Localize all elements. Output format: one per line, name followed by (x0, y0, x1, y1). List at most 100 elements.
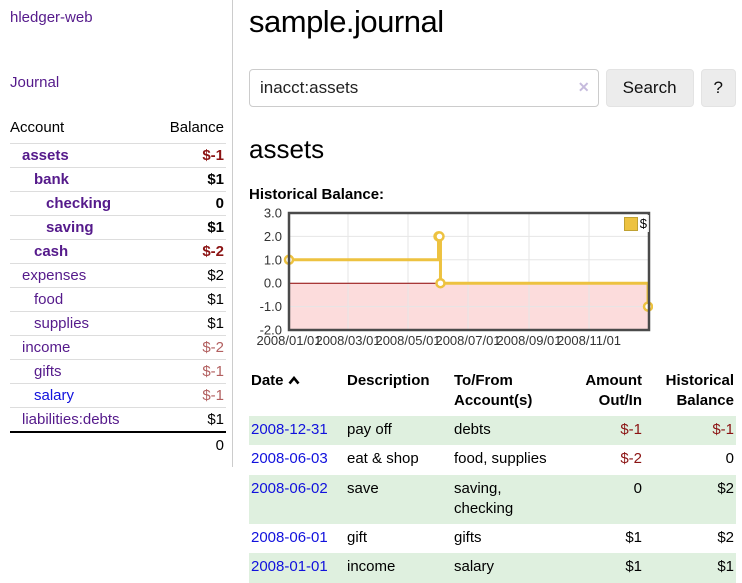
svg-text:2008/11/01: 2008/11/01 (557, 333, 621, 348)
transaction-row: 2008-12-31 pay off debts $-1 $-1 (249, 416, 736, 446)
txn-accounts: debts (454, 421, 491, 438)
accounts-header-balance: Balance (169, 119, 224, 136)
brand-link[interactable]: hledger-web (10, 9, 93, 26)
account-row: cash $-2 (10, 239, 226, 264)
sidebar: hledger-web Journal Account Balance asse… (0, 0, 233, 467)
txn-accounts: salary (454, 558, 495, 576)
account-link-liabilities-debts[interactable]: liabilities:debts (22, 411, 120, 428)
svg-text:1.0: 1.0 (264, 252, 282, 267)
txn-balance: $2 (717, 479, 734, 497)
svg-text:2008/01/01: 2008/01/01 (256, 333, 321, 348)
accounts-total-row: 0 (10, 431, 226, 457)
svg-text:2008/03/01: 2008/03/01 (315, 333, 380, 348)
txn-date-link[interactable]: 2008-06-01 (251, 529, 328, 546)
txn-amount: $1 (625, 529, 642, 546)
txn-accounts: food, supplies (454, 450, 547, 468)
main-content: sample.journal ✕ Search ? assets Histori… (249, 0, 736, 583)
txn-amount: $1 (625, 558, 642, 576)
account-row: income $-2 (10, 335, 226, 360)
txn-balance: $2 (717, 529, 734, 546)
account-row: checking 0 (10, 191, 226, 216)
accounts-total-spacer (10, 431, 153, 457)
historical-balance-chart: 3.0 2.0 1.0 0.0 -1.0 -2.0 2008/01/01 2008/03/01… (249, 206, 654, 355)
txn-description: gift (347, 529, 368, 546)
account-balance: $1 (207, 291, 224, 308)
account-row: expenses $2 (10, 263, 226, 288)
account-balance: $2 (207, 267, 224, 284)
account-row: gifts $-1 (10, 359, 226, 384)
svg-text:2008/07/01: 2008/07/01 (435, 333, 500, 348)
account-balance: $1 (207, 315, 224, 332)
account-balance: $1 (207, 171, 224, 188)
sidebar-item-journal[interactable]: Journal (10, 74, 60, 91)
account-link-food[interactable]: food (34, 291, 64, 308)
svg-text:-1.0: -1.0 (260, 299, 282, 314)
svg-text:2008/05/01: 2008/05/01 (375, 333, 440, 348)
legend-swatch-icon (623, 216, 638, 231)
txn-date-link[interactable]: 2008-06-02 (251, 479, 328, 497)
legend-label: $ (639, 216, 647, 231)
account-balance: $-2 (202, 339, 224, 356)
account-row: saving $1 (10, 215, 226, 240)
txn-amount: 0 (633, 479, 642, 497)
help-button[interactable]: ? (700, 69, 736, 107)
account-row: assets $-1 (10, 143, 226, 168)
account-row: supplies $1 (10, 311, 226, 336)
txn-date-link[interactable]: 2008-01-01 (251, 558, 328, 576)
accounts-header-row: Account Balance (10, 115, 226, 144)
txn-balance: $1 (717, 558, 734, 576)
column-header-description: Description (347, 372, 430, 389)
search-button[interactable]: Search (605, 69, 694, 107)
svg-text:2008/09/01: 2008/09/01 (496, 333, 561, 348)
page-title: sample.journal (249, 4, 444, 39)
txn-balance: 0 (725, 450, 734, 468)
txn-amount: $-2 (620, 450, 642, 468)
transaction-row: 2008-06-02 save saving, checking 0 $2 (249, 474, 736, 524)
search-input[interactable] (249, 69, 599, 107)
txn-description: eat & shop (347, 450, 419, 468)
account-balance: $1 (207, 411, 224, 428)
search-box: ✕ (249, 69, 599, 107)
account-link-income[interactable]: income (22, 339, 71, 356)
column-header-accounts: To/From Account(s) (454, 372, 533, 409)
sidebar-nav: Journal (10, 74, 226, 92)
txn-date-link[interactable]: 2008-06-03 (251, 450, 328, 468)
account-link-checking[interactable]: checking (46, 195, 112, 212)
accounts-table: Account Balance assets $-1 bank $1 check… (10, 115, 226, 457)
svg-text:-2.0: -2.0 (260, 323, 282, 338)
clear-search-icon[interactable]: ✕ (577, 79, 590, 95)
search-form: ✕ Search ? (249, 69, 736, 107)
svg-text:0.0: 0.0 (264, 276, 282, 291)
account-balance: 0 (215, 195, 224, 212)
account-row: bank $1 (10, 167, 226, 192)
account-row: liabilities:debts $1 (10, 407, 226, 433)
account-link-bank[interactable]: bank (34, 171, 70, 188)
chart-legend: $ (621, 215, 649, 232)
account-link-gifts[interactable]: gifts (34, 363, 62, 380)
sort-ascending-icon (288, 375, 300, 385)
accounts-header-account: Account (10, 119, 65, 136)
txn-description: pay off (347, 421, 392, 438)
transaction-row: 2008-01-01 income salary $1 $1 (249, 553, 736, 583)
account-link-expenses[interactable]: expenses (22, 267, 87, 284)
txn-description: save (347, 479, 379, 497)
txn-balance: $-1 (712, 421, 734, 438)
account-balance: $-1 (202, 387, 224, 404)
register-table: Date Description To/From Account(s) Amou… (249, 369, 736, 583)
account-link-supplies[interactable]: supplies (34, 315, 90, 332)
account-balance: $-2 (202, 243, 224, 260)
account-link-saving[interactable]: saving (46, 219, 94, 236)
account-balance: $1 (207, 219, 224, 236)
svg-text:3.0: 3.0 (264, 208, 282, 221)
register-header-row: Date Description To/From Account(s) Amou… (249, 369, 736, 416)
txn-date-link[interactable]: 2008-12-31 (251, 421, 328, 438)
chart-title: Historical Balance: (249, 186, 385, 203)
accounts-total: 0 (152, 431, 226, 457)
account-link-salary[interactable]: salary (34, 387, 75, 404)
txn-accounts: saving, checking (454, 479, 514, 517)
column-header-date[interactable]: Date (249, 369, 345, 416)
column-header-amount: Amount Out/In (585, 372, 642, 409)
account-link-assets[interactable]: assets (22, 147, 69, 164)
account-link-cash[interactable]: cash (34, 243, 69, 260)
